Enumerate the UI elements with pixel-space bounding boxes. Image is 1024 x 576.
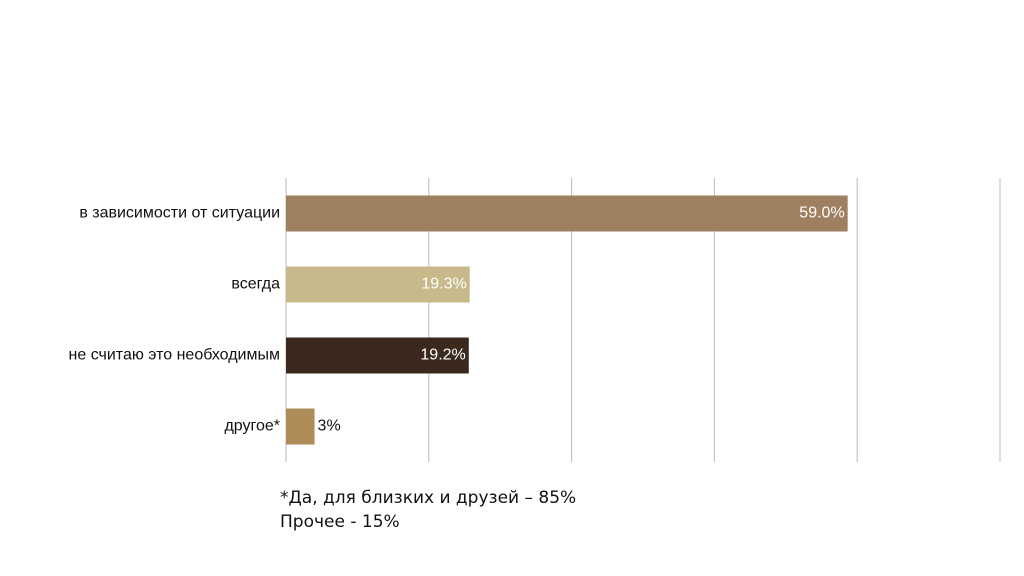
value-label: 3%	[318, 418, 341, 435]
value-label: 59.0%	[799, 205, 844, 222]
footnote: *Да, для близких и друзей – 85%	[280, 488, 576, 508]
bar	[286, 408, 315, 445]
y-tick-label: в зависимости от ситуации	[79, 205, 280, 222]
bar	[286, 195, 848, 232]
value-label: 19.2%	[420, 347, 465, 364]
bar	[286, 337, 469, 374]
value-label: 19.3%	[421, 276, 466, 293]
bar	[286, 266, 470, 303]
y-tick-label: другое*	[224, 418, 280, 435]
y-tick-label: всегда	[231, 276, 280, 293]
y-tick-label: не считаю это необходимым	[69, 347, 280, 364]
footnote: Прочее - 15%	[280, 512, 400, 532]
